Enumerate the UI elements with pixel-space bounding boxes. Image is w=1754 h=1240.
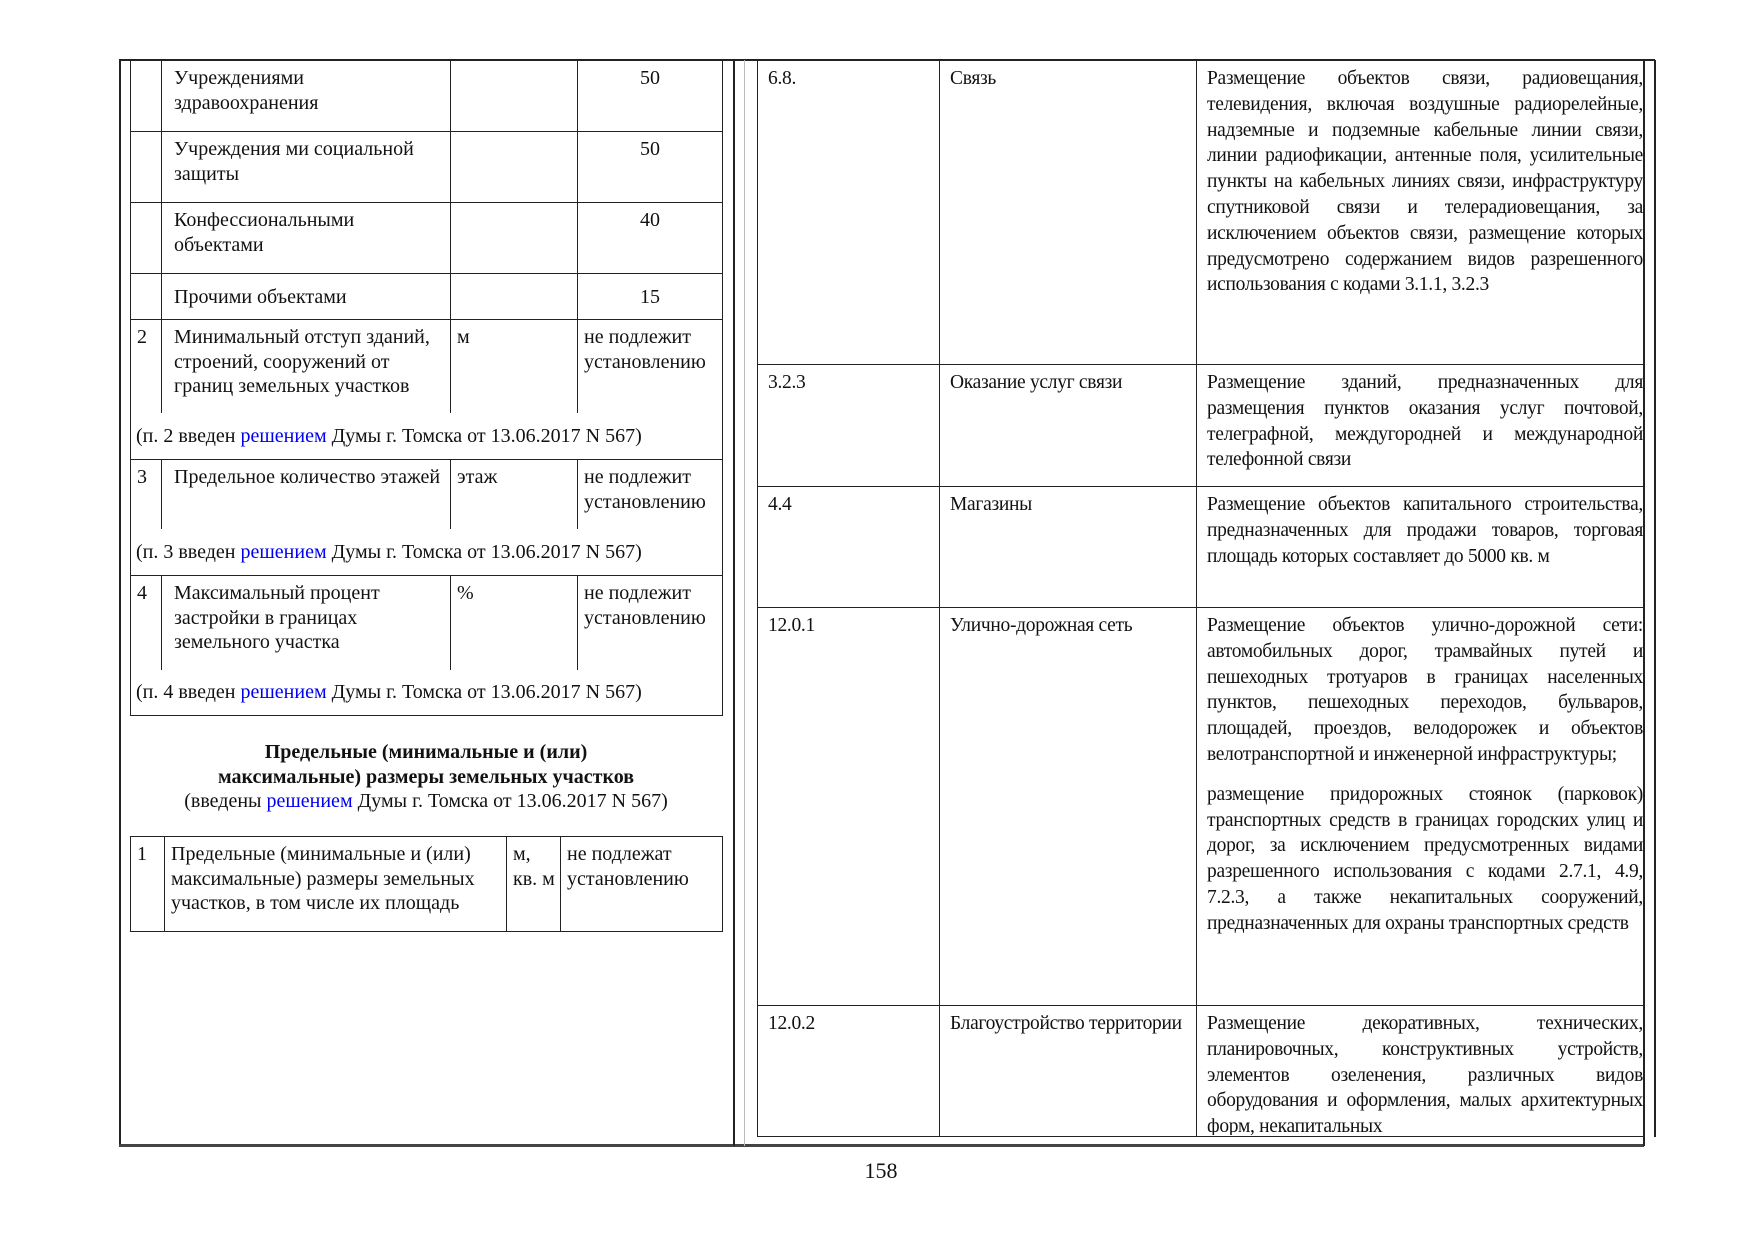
row-name: Предельные (минимальные и (или) максимал…: [164, 836, 507, 932]
row-name: Учреждения ми социальной защиты: [161, 131, 451, 203]
row-name: Учреждениями здравоохранения: [161, 60, 451, 132]
note-text: (п. 3 введен: [136, 540, 241, 563]
use-code: 4.4: [757, 486, 940, 608]
row-value: не подлежит установлению: [577, 575, 723, 670]
row-name: Минимальный отступ зданий, строений, соо…: [161, 319, 451, 413]
note-text: Думы г. Томска от 13.06.2017 N 567): [326, 681, 642, 703]
note-text: (введены: [184, 790, 267, 812]
use-name: Благоустройство территории: [939, 1005, 1197, 1137]
use-description: Размещение объектов капитального строите…: [1196, 486, 1644, 608]
row-unit: [450, 202, 578, 274]
row-number: 1: [130, 836, 165, 932]
row-value: 50: [577, 131, 723, 203]
amendment-note-row: (п. 4 введен решением Думы г. Томска от …: [130, 669, 723, 716]
use-code: 6.8.: [757, 60, 940, 365]
use-code: 12.0.1: [757, 607, 940, 1006]
table-row: Прочими объектами 15: [130, 273, 723, 320]
row-value: 15: [577, 273, 723, 320]
row-unit: [450, 131, 578, 203]
section-note: (введены решением Думы г. Томска от 13.0…: [130, 789, 722, 814]
table-row: Учреждениями здравоохранения 50: [130, 60, 723, 132]
frame-top-border: [119, 59, 1655, 61]
row-unit: этаж: [450, 459, 578, 529]
description-paragraph: размещение придорожных стоянок (парковок…: [1207, 783, 1643, 934]
table-row: 4.4 Магазины Размещение объектов капитал…: [757, 486, 1644, 608]
table-row: 4 Максимальный процент застройки в грани…: [130, 575, 723, 670]
use-code: 12.0.2: [757, 1005, 940, 1137]
frame-right-outer-border: [1654, 60, 1656, 1137]
row-name: Предельное количество этажей: [161, 459, 451, 529]
note-text: Думы г. Томска от 13.06.2017 N 567): [352, 790, 668, 812]
row-unit: [450, 60, 578, 132]
description-paragraph: Размещение декоративных, технических, пл…: [1207, 1013, 1643, 1135]
row-value: 40: [577, 202, 723, 274]
table-row: 6.8. Связь Размещение объектов связи, ра…: [757, 60, 1644, 365]
column-divider-light: [744, 60, 745, 1146]
frame-left-border: [119, 60, 121, 1146]
amendment-note: (п. 4 введен решением Думы г. Томска от …: [130, 669, 723, 716]
row-number: [130, 202, 162, 274]
use-code: 3.2.3: [757, 364, 940, 487]
note-text: (п. 2 введен: [136, 424, 241, 447]
note-text: Думы г. Томска от 13.06.2017 N 567): [326, 424, 642, 447]
row-number: 4: [130, 575, 162, 670]
use-description: Размещение зданий, предназначенных для р…: [1196, 364, 1644, 487]
row-unit: м: [450, 319, 578, 413]
page-number: 158: [864, 1158, 898, 1183]
decision-link[interactable]: решением: [240, 424, 327, 447]
row-unit: %: [450, 575, 578, 670]
row-name: Прочими объектами: [161, 273, 451, 320]
use-description: Размещение объектов улично-дорожной сети…: [1196, 607, 1644, 1006]
use-name: Оказание услуг связи: [939, 364, 1197, 487]
table-row: 1 Предельные (минимальные и (или) максим…: [130, 836, 723, 932]
table-row: Конфессиональными объектами 40: [130, 202, 723, 274]
use-description: Размещение объектов связи, радиовещания,…: [1196, 60, 1644, 365]
use-name: Магазины: [939, 486, 1197, 608]
use-name: Улично-дорожная сеть: [939, 607, 1197, 1006]
use-name: Связь: [939, 60, 1197, 365]
decision-link[interactable]: решением: [266, 790, 353, 812]
note-text: (п. 4 введен: [136, 681, 241, 703]
row-unit: [450, 273, 578, 320]
section-title-line: Предельные (минимальные и (или): [264, 741, 588, 763]
plot-size-table: 1 Предельные (минимальные и (или) максим…: [130, 836, 723, 932]
table-row: 12.0.1 Улично-дорожная сеть Размещение о…: [757, 607, 1644, 1006]
description-paragraph: Размещение объектов улично-дорожной сети…: [1207, 615, 1643, 765]
row-number: [130, 273, 162, 320]
table-row: 3.2.3 Оказание услуг связи Размещение зд…: [757, 364, 1644, 487]
decision-link[interactable]: решением: [240, 681, 327, 703]
note-text: Думы г. Томска от 13.06.2017 N 567): [326, 540, 642, 563]
table-row: Учреждения ми социальной защиты 50: [130, 131, 723, 203]
row-number: 3: [130, 459, 162, 529]
amendment-note-row: (п. 3 введен решением Думы г. Томска от …: [130, 528, 723, 576]
land-use-table: 6.8. Связь Размещение объектов связи, ра…: [757, 60, 1644, 1137]
amendment-note-row: (п. 2 введен решением Думы г. Томска от …: [130, 412, 723, 460]
row-name: Конфессиональными объектами: [161, 202, 451, 274]
frame-right-border: [1643, 60, 1645, 1146]
row-name: Максимальный процент застройки в граница…: [161, 575, 451, 670]
row-value: не подлежит установлению: [577, 319, 723, 413]
setback-table: Учреждениями здравоохранения 50 Учрежден…: [130, 60, 723, 716]
table-row: 2 Минимальный отступ зданий, строений, с…: [130, 319, 723, 413]
row-number: [130, 60, 162, 132]
amendment-note: (п. 2 введен решением Думы г. Томска от …: [130, 412, 723, 460]
row-value: не подлежит установлению: [577, 459, 723, 529]
row-unit: м, кв. м: [506, 836, 561, 932]
row-number: 2: [130, 319, 162, 413]
decision-link[interactable]: решением: [240, 540, 327, 563]
use-description: Размещение декоративных, технических, пл…: [1196, 1005, 1644, 1137]
row-value: 50: [577, 60, 723, 132]
column-divider: [733, 60, 735, 1146]
section-title-line: максимальные) размеры земельных участков: [217, 765, 635, 788]
table-row: 12.0.2 Благоустройство территории Размещ…: [757, 1005, 1644, 1137]
section-heading: Предельные (минимальные и (или) максимал…: [130, 740, 722, 814]
frame-bottom-border: [119, 1144, 1644, 1147]
amendment-note: (п. 3 введен решением Думы г. Томска от …: [130, 528, 723, 576]
table-row: 3 Предельное количество этажей этаж не п…: [130, 459, 723, 529]
row-number: [130, 131, 162, 203]
row-value: не подлежат установлению: [560, 836, 723, 932]
